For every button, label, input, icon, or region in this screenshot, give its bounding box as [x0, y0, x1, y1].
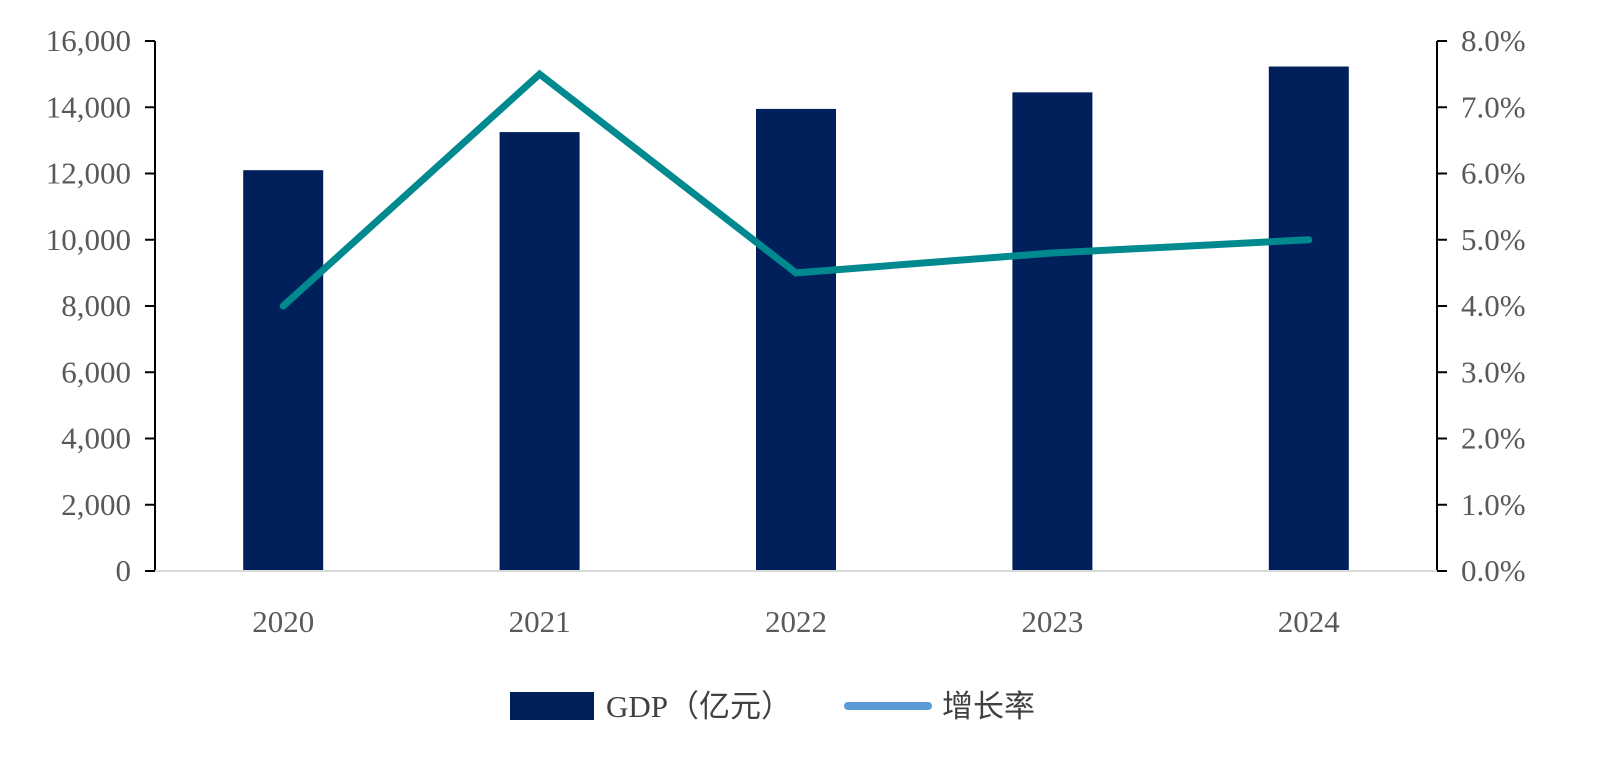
x-axis: 2020 2021 2022 2023 2024 — [155, 570, 1437, 639]
legend-label-growth: 增长率 — [942, 689, 1035, 724]
gdp-bars — [243, 66, 1349, 571]
left-axis-tick-label: 10,000 — [46, 222, 131, 257]
right-axis-tick-label: 4.0% — [1461, 288, 1526, 323]
left-axis-tick-label: 4,000 — [61, 421, 131, 456]
x-axis-label-2020: 2020 — [252, 604, 314, 639]
left-y-axis: 0 2,000 4,000 6,000 8,000 10,000 12,000 14,000 1… — [46, 23, 156, 588]
gdp-bar-2020 — [243, 170, 324, 571]
x-axis-label-2022: 2022 — [765, 604, 827, 639]
legend: GDP（亿元） 增长率 — [510, 689, 1035, 724]
left-axis-tick-label: 2,000 — [61, 487, 131, 522]
gdp-bar-2022 — [756, 108, 836, 571]
right-axis-tick-label: 1.0% — [1461, 487, 1526, 522]
right-axis-tick-label: 3.0% — [1461, 354, 1526, 389]
right-y-axis: 0.0% 1.0% 2.0% 3.0% 4.0% 5.0% 6.0% 7.0% 8.0% — [1436, 23, 1526, 588]
left-axis-tick-label: 16,000 — [46, 23, 131, 58]
right-axis-tick-label: 0.0% — [1461, 553, 1526, 588]
right-axis-tick-label: 7.0% — [1461, 89, 1526, 124]
legend-label-gdp: GDP（亿元） — [606, 689, 792, 724]
left-axis-tick-label: 6,000 — [61, 354, 131, 389]
x-axis-label-2023: 2023 — [1021, 604, 1083, 639]
right-axis-tick-label: 6.0% — [1461, 156, 1526, 191]
growth-rate-line — [279, 69, 1313, 310]
left-axis-tick-label: 14,000 — [46, 89, 131, 124]
x-axis-label-2024: 2024 — [1278, 604, 1341, 639]
left-axis-tick-label: 0 — [116, 553, 132, 588]
legend-swatch-gdp — [510, 692, 594, 720]
right-axis-tick-label: 5.0% — [1461, 222, 1526, 257]
growth-line-group — [279, 69, 1313, 310]
gdp-bar-2021 — [499, 132, 580, 571]
gdp-bar-2024 — [1268, 66, 1349, 571]
right-axis-tick-label: 2.0% — [1461, 421, 1526, 456]
gdp-bar-2023 — [1012, 92, 1093, 571]
right-axis-tick-label: 8.0% — [1461, 23, 1526, 58]
x-axis-label-2021: 2021 — [509, 604, 571, 639]
left-axis-tick-label: 12,000 — [46, 156, 131, 191]
left-axis-tick-label: 8,000 — [61, 288, 131, 323]
